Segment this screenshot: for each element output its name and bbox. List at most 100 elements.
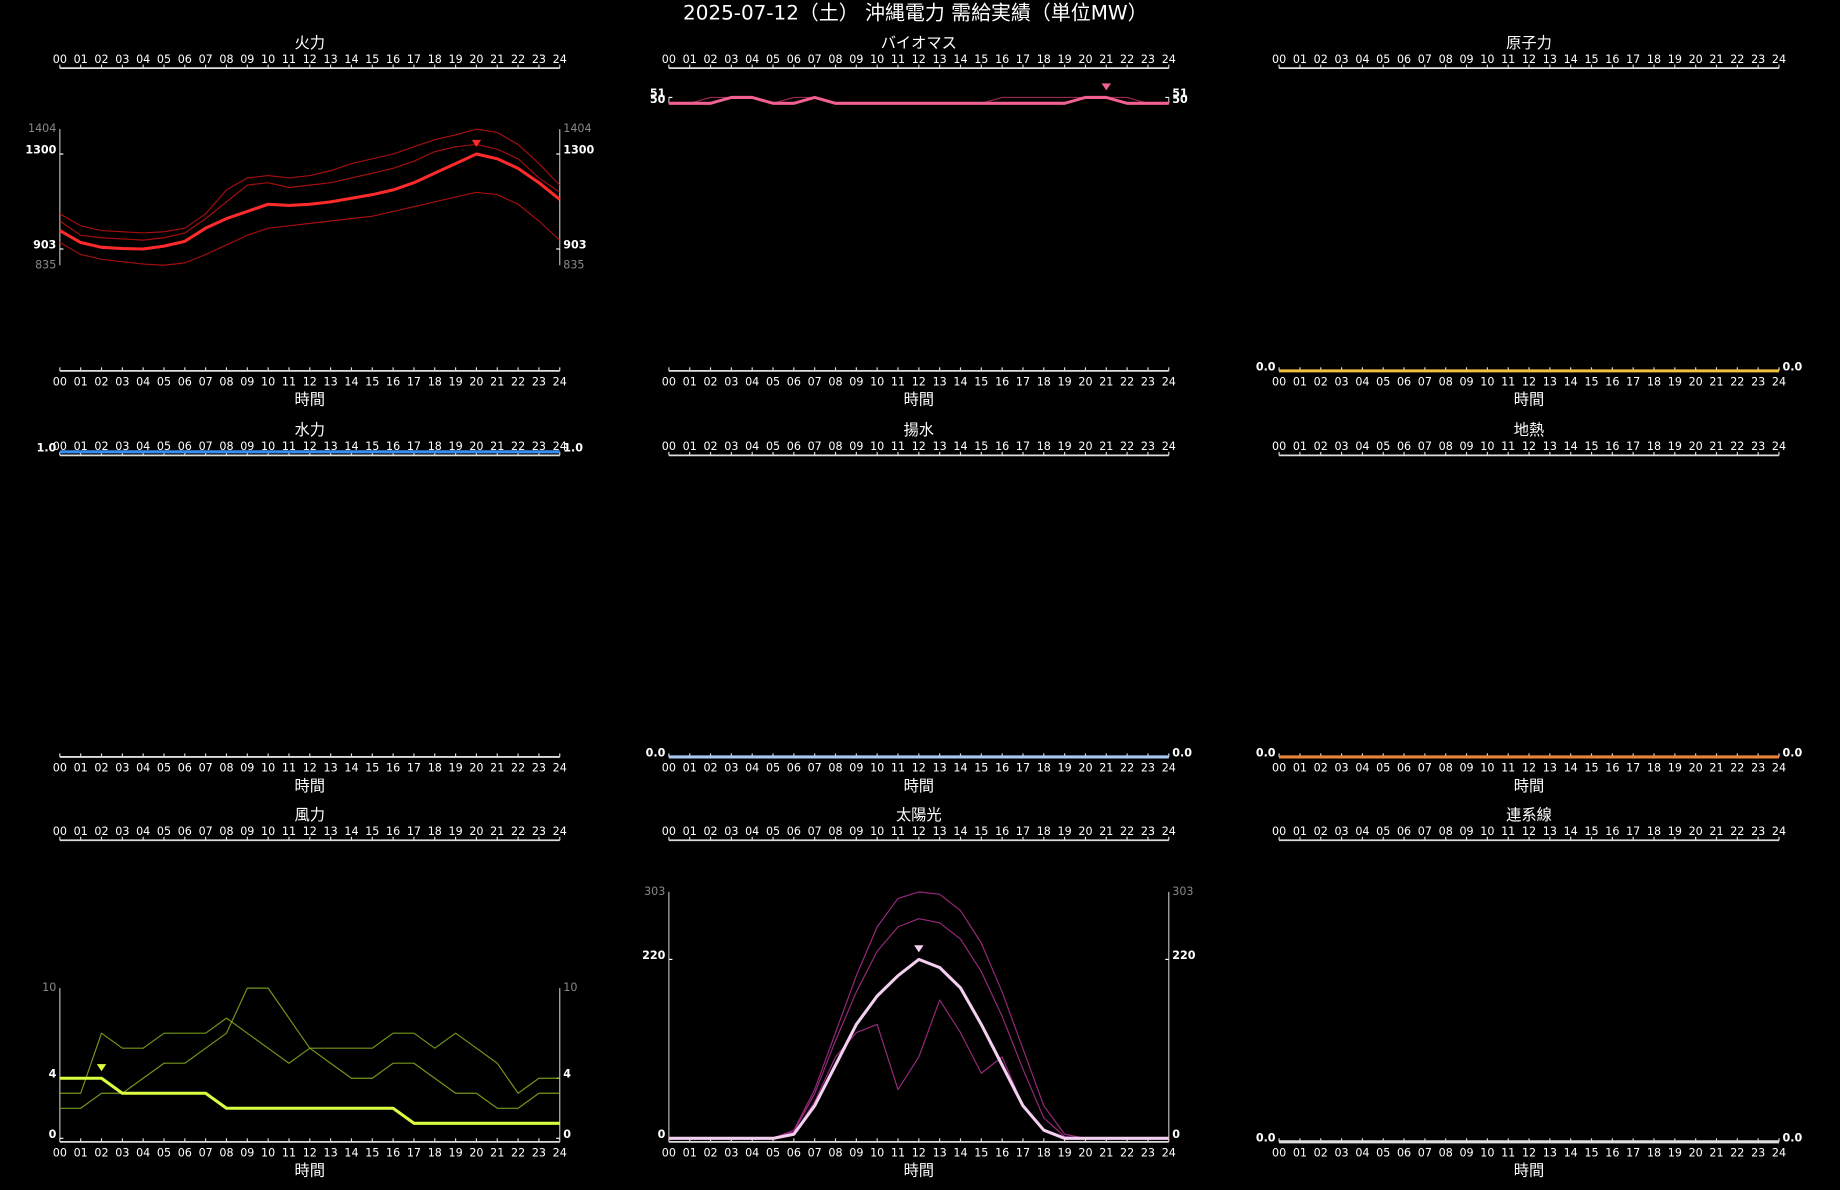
x-tick-label: 18 [428,53,442,66]
x-tick-label: 08 [219,762,233,775]
x-tick-label: 15 [365,1147,379,1160]
x-tick-label: 16 [1605,376,1619,389]
y-range-label: 1404 [28,122,56,135]
x-tick-label: 20 [1078,376,1092,389]
x-tick-label: 09 [1459,53,1473,66]
x-tick-label: 21 [1709,376,1723,389]
y-tick-label: 51 [650,87,665,100]
x-tick-label: 03 [1334,376,1348,389]
x-tick-label: 23 [1141,825,1155,838]
x-tick-label: 23 [1141,440,1155,453]
x-tick-label: 21 [1709,1147,1723,1160]
x-tick-label: 19 [1668,440,1682,453]
x-tick-label: 06 [1397,762,1411,775]
x-tick-label: 00 [53,440,67,453]
y-tick-label: 1.0 [37,441,57,454]
x-tick-label: 03 [1334,440,1348,453]
x-tick-label: 16 [386,762,400,775]
x-tick-label: 11 [1501,53,1515,66]
x-tick-label: 00 [1272,53,1286,66]
x-tick-label: 04 [745,376,759,389]
x-tick-label: 13 [1543,376,1557,389]
x-tick-label: 02 [1314,1147,1328,1160]
x-tick-label: 23 [1141,53,1155,66]
x-tick-label: 06 [178,1147,192,1160]
x-tick-label: 14 [953,376,967,389]
x-tick-label: 11 [1501,1147,1515,1160]
x-tick-label: 19 [449,440,463,453]
x-tick-label: 02 [703,762,717,775]
x-tick-label: 23 [1141,376,1155,389]
x-tick-label: 01 [74,440,88,453]
x-tick-label: 01 [74,825,88,838]
y-tick-label: 0.0 [1256,360,1276,373]
panel-title: 太陽光 [896,806,942,824]
y-tick-label: 4 [49,1068,57,1081]
x-tick-label: 18 [1037,762,1051,775]
x-tick-label: 04 [136,53,150,66]
x-tick-label: 15 [1584,53,1598,66]
x-tick-label: 21 [1709,53,1723,66]
x-tick-label: 10 [261,376,275,389]
x-tick-label: 05 [157,1147,171,1160]
x-tick-label: 15 [974,1147,988,1160]
x-tick-label: 15 [974,825,988,838]
x-tick-label: 02 [94,376,108,389]
x-tick-label: 07 [1418,376,1432,389]
peak-marker [914,945,924,953]
x-tick-label: 18 [1037,376,1051,389]
series-line [59,152,561,251]
x-tick-label: 15 [365,440,379,453]
series-line [59,987,560,1109]
x-tick-label: 12 [912,440,926,453]
x-tick-label: 16 [386,53,400,66]
x-tick-label: 20 [1689,762,1703,775]
x-tick-label: 14 [953,440,967,453]
x-tick-label: 22 [1730,1147,1744,1160]
x-tick-label: 05 [766,440,780,453]
x-tick-label: 12 [912,825,926,838]
x-tick-label: 02 [1314,376,1328,389]
x-tick-label: 14 [344,825,358,838]
x-tick-label: 08 [1439,1147,1453,1160]
x-tick-label: 03 [1334,825,1348,838]
x-tick-label: 20 [1078,762,1092,775]
x-tick-label: 05 [157,440,171,453]
x-tick-label: 07 [808,1147,822,1160]
x-tick-label: 11 [891,762,905,775]
x-tick-label: 04 [745,53,759,66]
x-tick-label: 24 [553,762,567,775]
x-tick-label: 05 [1376,762,1390,775]
x-tick-label: 14 [953,53,967,66]
peak-marker [471,139,482,147]
x-tick-label: 18 [1647,1147,1661,1160]
x-tick-label: 02 [94,53,108,66]
x-tick-label: 08 [828,376,842,389]
series-line [59,128,561,234]
x-tick-label: 10 [1480,825,1494,838]
x-tick-label: 20 [469,440,483,453]
x-tick-label: 17 [1626,440,1640,453]
x-tick-label: 00 [1272,376,1286,389]
series-line [59,1076,560,1125]
y-range-label: 10 [42,981,56,994]
x-tick-label: 19 [449,53,463,66]
x-tick-label: 10 [261,1147,275,1160]
x-tick-label: 03 [115,1147,129,1160]
x-tick-label: 14 [344,376,358,389]
x-tick-label: 13 [324,1147,338,1160]
x-tick-label: 01 [1293,762,1307,775]
x-tick-label: 24 [1772,440,1786,453]
x-tick-label: 17 [1626,53,1640,66]
x-tick-label: 15 [974,762,988,775]
x-tick-label: 17 [1016,1147,1030,1160]
x-tick-label: 23 [1141,1147,1155,1160]
x-tick-label: 22 [511,762,525,775]
x-tick-label: 00 [53,825,67,838]
x-tick-label: 13 [933,376,947,389]
x-tick-label: 00 [1272,440,1286,453]
x-tick-label: 24 [1162,53,1176,66]
x-tick-label: 21 [490,440,504,453]
x-tick-label: 04 [1355,440,1369,453]
x-tick-label: 21 [1099,53,1113,66]
